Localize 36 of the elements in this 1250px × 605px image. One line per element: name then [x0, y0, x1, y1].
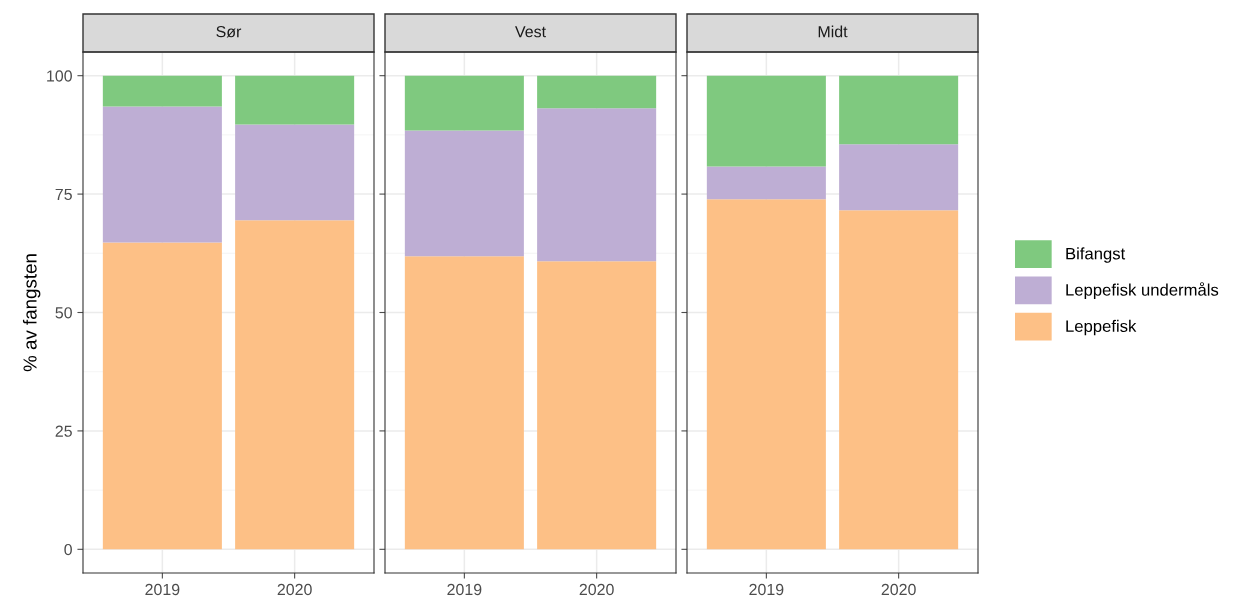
legend-label: Bifangst	[1066, 247, 1126, 263]
bar	[537, 261, 657, 550]
y-tick-label: 50	[55, 307, 72, 319]
y-tick-label: 75	[55, 188, 72, 201]
bar	[102, 106, 222, 243]
bar	[404, 75, 524, 131]
bar	[839, 75, 959, 145]
chart-title: Midt	[818, 25, 848, 38]
bar	[235, 75, 355, 125]
bar	[404, 256, 524, 550]
bar	[102, 242, 222, 550]
y-tick-label: 100	[47, 70, 72, 82]
bar	[706, 166, 826, 200]
x-tick-label: 2020	[881, 583, 916, 596]
bar	[839, 144, 959, 211]
x-tick-label: 2019	[145, 583, 180, 596]
legend-label: Leppefisk undermåls	[1066, 282, 1219, 300]
x-tick-label: 2019	[749, 583, 784, 596]
chart-title: Sør	[216, 25, 242, 38]
bar	[537, 75, 657, 109]
chart-title: Vest	[515, 26, 546, 38]
x-tick-label: 2020	[579, 583, 614, 596]
y-axis-title: % av fangsten	[22, 254, 41, 372]
bar	[706, 75, 826, 167]
y-tick-label: 0	[64, 543, 72, 556]
bar	[404, 130, 524, 257]
legend-label: Leppefisk	[1066, 319, 1137, 336]
bar	[839, 210, 959, 550]
x-tick-label: 2020	[277, 583, 312, 596]
x-tick-label: 2019	[447, 583, 482, 596]
bar	[235, 220, 355, 550]
bar	[537, 108, 657, 262]
bar	[235, 124, 355, 221]
y-tick-label: 25	[55, 425, 72, 437]
bar	[102, 75, 222, 107]
bar	[706, 199, 826, 550]
